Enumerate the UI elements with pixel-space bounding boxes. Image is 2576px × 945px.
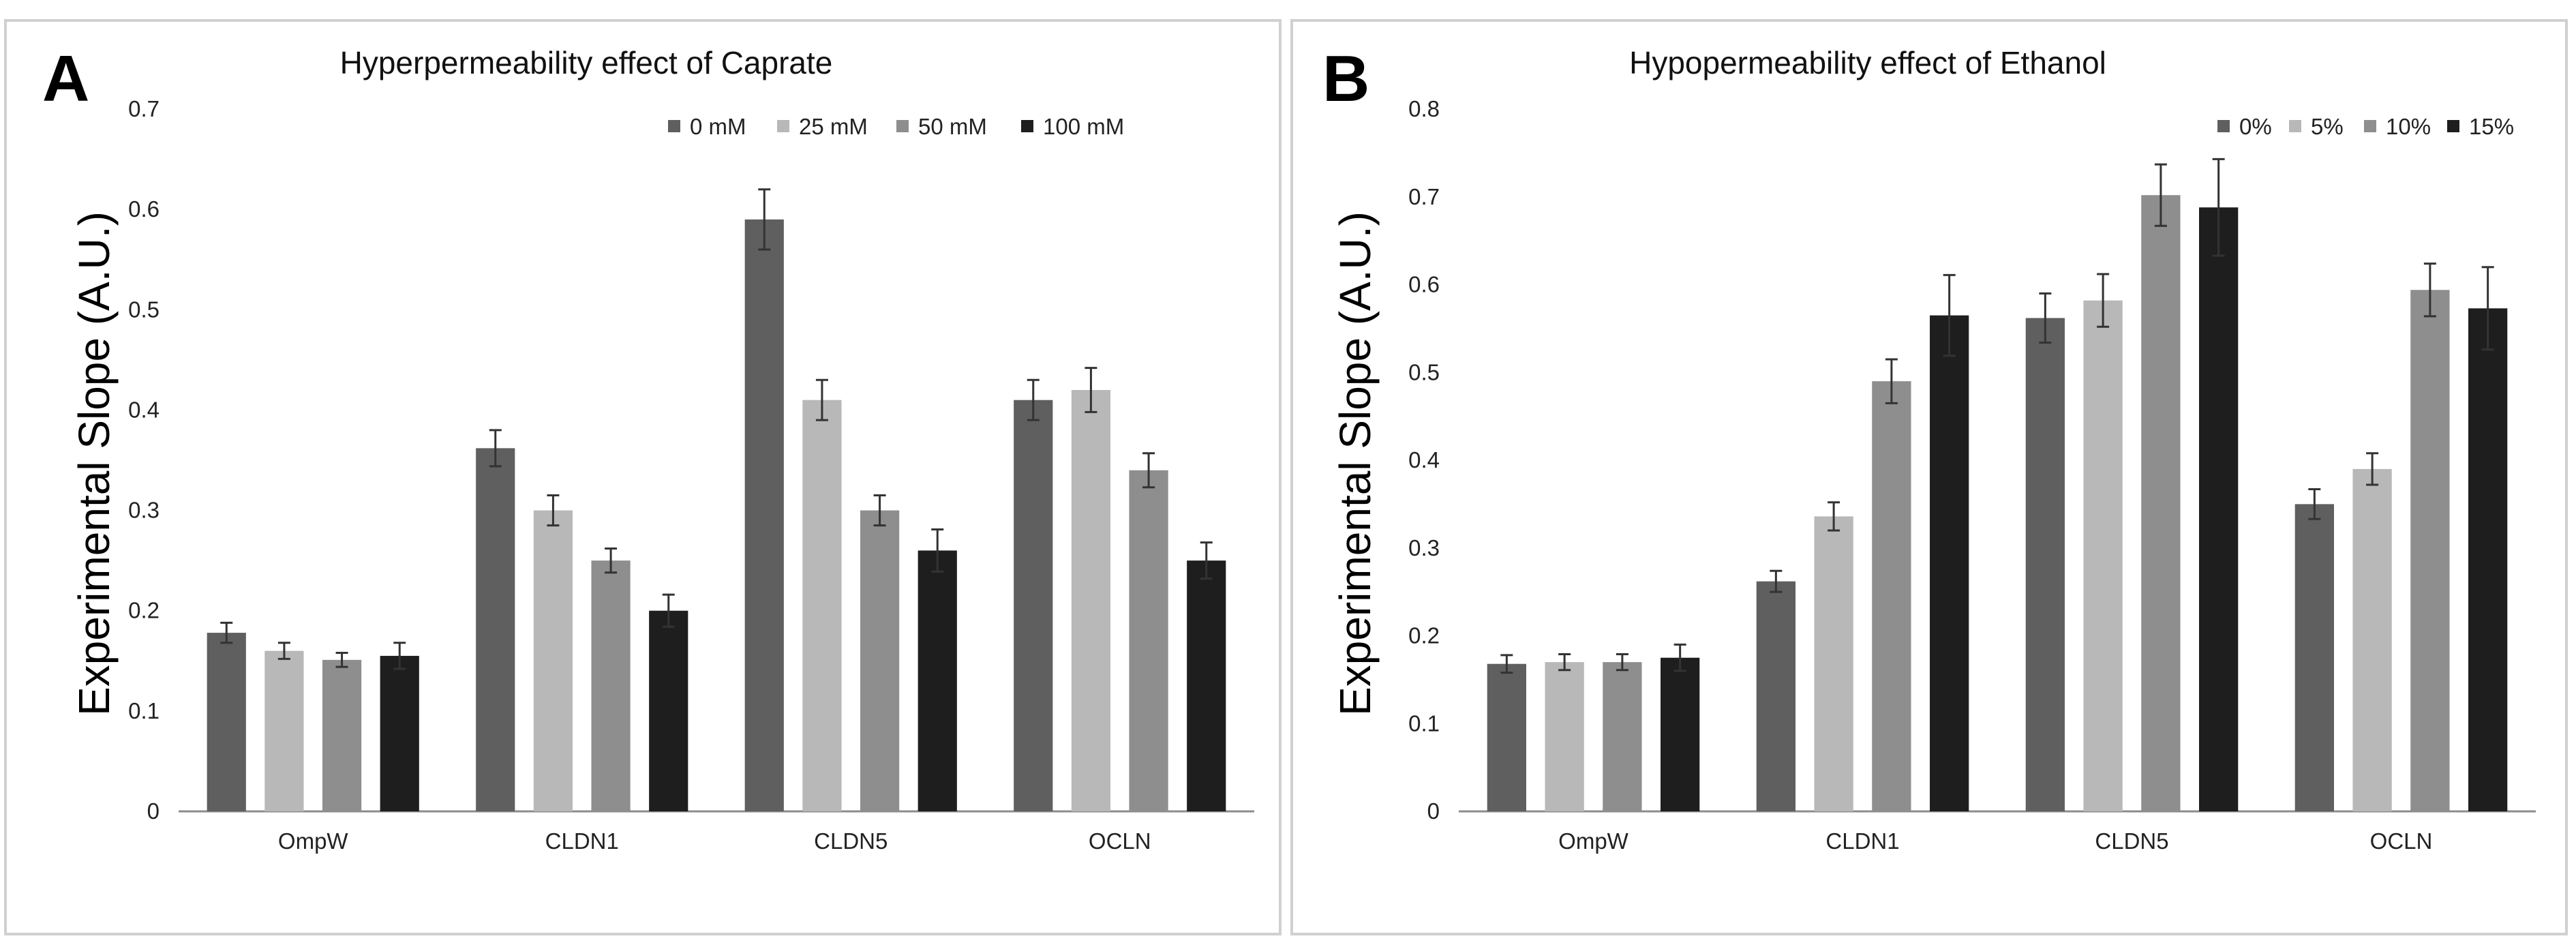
panel-a-bar (476, 448, 515, 811)
panel-b-legend-swatch (2447, 120, 2459, 132)
panel-b-bar (2294, 504, 2334, 811)
panel-a-bar (380, 655, 419, 811)
panel-b-bar (1487, 663, 1526, 811)
panel-b-bar (2199, 207, 2239, 811)
panel-a-legend-label: 0 mM (690, 114, 746, 139)
panel-a-bar (744, 219, 784, 811)
panel-b: B Hypopermeability effect of Ethanol Exp… (1290, 19, 2568, 935)
panel-a-y-axis-label: Experimental Slope (A.U.) (70, 211, 119, 716)
panel-a-bar (322, 659, 362, 811)
panel-b-legend-swatch (2289, 120, 2301, 132)
panel-a-letter: A (42, 42, 89, 115)
panel-b-y-tick-label: 0.1 (1408, 710, 1440, 736)
panel-b-y-tick-label: 0.6 (1408, 272, 1440, 297)
panel-b-y-tick-label: 0.8 (1408, 96, 1440, 121)
panel-a-bar (649, 610, 688, 811)
panel-b-bar (1756, 581, 1795, 811)
panel-b-legend-label: 15% (2469, 114, 2514, 139)
panel-b-y-axis-label: Experimental Slope (A.U.) (1331, 211, 1380, 716)
panel-b-bar (1603, 662, 1642, 811)
panel-b-legend-label: 5% (2311, 114, 2344, 139)
panel-a-legend-label: 100 mM (1043, 114, 1124, 139)
panel-b-y-tick-label: 0.7 (1408, 184, 1440, 209)
panel-a-legend-swatch (668, 120, 680, 132)
panel-b-category-label: CLDN1 (1825, 828, 1899, 854)
panel-b-category-label: OmpW (1558, 828, 1629, 854)
panel-a-bar (264, 650, 304, 811)
panel-a-y-tick-label: 0 (147, 798, 160, 824)
panel-a-bar (860, 510, 900, 811)
panel-b-legend-label: 10% (2386, 114, 2431, 139)
panel-a-legend-swatch (896, 120, 909, 132)
panel-a-y-tick-label: 0.1 (128, 698, 160, 723)
panel-a-category-label: CLDN5 (814, 828, 888, 854)
panel-b-bar (1872, 381, 1911, 811)
panel-a-bar (802, 400, 842, 811)
panel-a-bar (1014, 400, 1053, 811)
panel-b-category-label: OCLN (2370, 828, 2433, 854)
panel-b-y-tick-label: 0.2 (1408, 623, 1440, 648)
panel-a-bar (918, 550, 957, 811)
panel-b-legend-label: 0% (2239, 114, 2272, 139)
panel-b-y-tick-label: 0.3 (1408, 535, 1440, 560)
panel-b-y-tick-label: 0.5 (1408, 359, 1440, 385)
panel-b-title: Hypopermeability effect of Ethanol (1629, 45, 2106, 80)
panel-b-y-tick-label: 0 (1427, 798, 1440, 824)
panel-b-bar (1661, 657, 1700, 811)
panel-a-y-tick-label: 0.7 (128, 96, 160, 121)
panel-b-y-tick-label: 0.4 (1408, 447, 1440, 472)
panel-b-bar (1545, 662, 1584, 811)
panel-a-bar (533, 510, 573, 811)
panel-b-bar (2468, 308, 2508, 811)
panel-a-legend-swatch (777, 120, 789, 132)
panel-b-letter: B (1322, 42, 1369, 115)
panel-b-legend-swatch (2364, 120, 2376, 132)
panel-b-bar (2083, 300, 2123, 811)
panel-a-title: Hyperpermeability effect of Caprate (340, 45, 833, 80)
panel-b-legend-swatch (2217, 120, 2230, 132)
panel-a-category-label: OCLN (1089, 828, 1151, 854)
panel-b-bar (2352, 468, 2392, 811)
panel-a-y-tick-label: 0.4 (128, 397, 160, 422)
panel-a-bar (591, 560, 631, 811)
panel-b-bar (2141, 195, 2181, 811)
panel-b-bar (2410, 290, 2450, 812)
panel-a: A Hyperpermeability effect of Caprate Ex… (4, 19, 1282, 935)
panel-a-bar (1187, 560, 1226, 811)
panel-a-category-label: OmpW (278, 828, 349, 854)
panel-a-y-tick-label: 0.5 (128, 297, 160, 322)
panel-a-legend-label: 50 mM (918, 114, 987, 139)
panel-a-category-label: CLDN1 (545, 828, 619, 854)
panel-b-bar (1814, 516, 1853, 811)
panel-a-y-tick-label: 0.2 (128, 598, 160, 623)
panel-a-legend-label: 25 mM (799, 114, 868, 139)
panel-a-bar (207, 633, 246, 811)
panel-a-bar (1071, 390, 1111, 811)
panel-a-y-tick-label: 0.6 (128, 196, 160, 222)
panel-a-y-tick-label: 0.3 (128, 498, 160, 523)
panel-b-category-label: CLDN5 (2095, 828, 2168, 854)
panel-a-legend-swatch (1021, 120, 1033, 132)
panel-b-bar (2025, 318, 2065, 811)
panel-b-bar (1930, 315, 1969, 811)
panel-a-bar (1129, 470, 1168, 811)
